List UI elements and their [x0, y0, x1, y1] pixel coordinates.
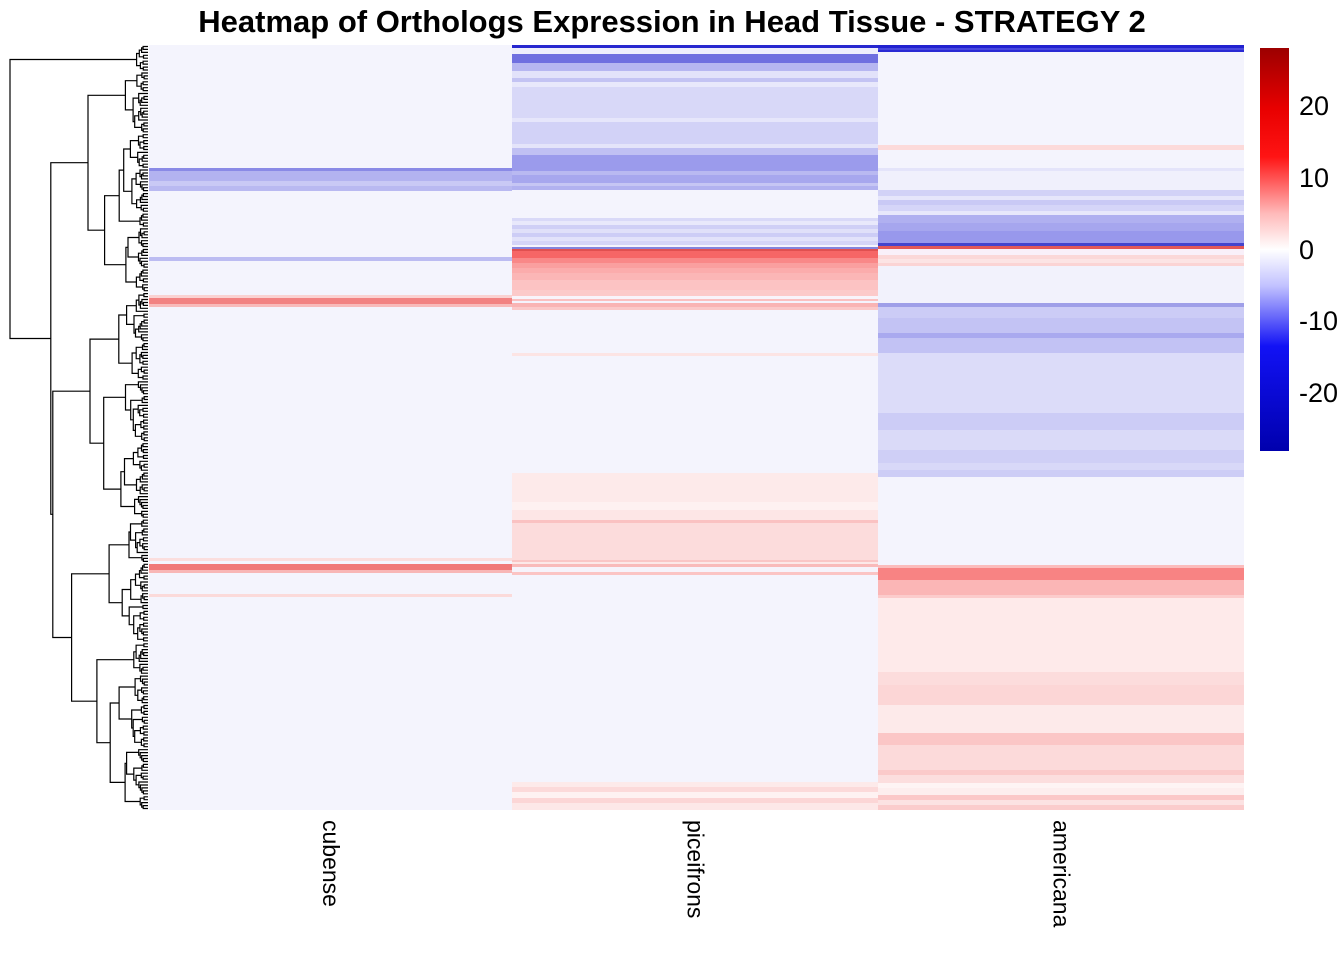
heatmap-column-piceifrons — [512, 45, 878, 810]
column-label-cell: cubense — [149, 820, 512, 960]
heatmap-column-americana — [878, 45, 1244, 810]
column-label-piceifrons: piceifrons — [682, 820, 709, 919]
colorbar-tick-label: -10 — [1299, 306, 1339, 337]
column-labels: cubense piceifrons americana — [149, 820, 1244, 960]
heatmap-body — [149, 45, 1244, 810]
colorbar-ticks: 20 10 0 -10 -20 — [1299, 48, 1344, 451]
colorbar-gradient — [1260, 48, 1289, 451]
column-label-cell: americana — [878, 820, 1244, 960]
column-label-americana: americana — [1048, 820, 1075, 928]
column-label-cell: piceifrons — [512, 820, 878, 960]
colorbar-tick-label: 20 — [1299, 90, 1330, 121]
colorbar-tick-label: 10 — [1299, 162, 1330, 193]
column-label-cubense: cubense — [318, 820, 344, 907]
colorbar-tick-label: -20 — [1299, 378, 1339, 409]
row-dendrogram — [4, 45, 148, 810]
chart-title: Heatmap of Orthologs Expression in Head … — [198, 4, 1146, 39]
heatmap-column-cubense — [149, 45, 512, 810]
colorbar-tick-label: 0 — [1299, 234, 1315, 265]
